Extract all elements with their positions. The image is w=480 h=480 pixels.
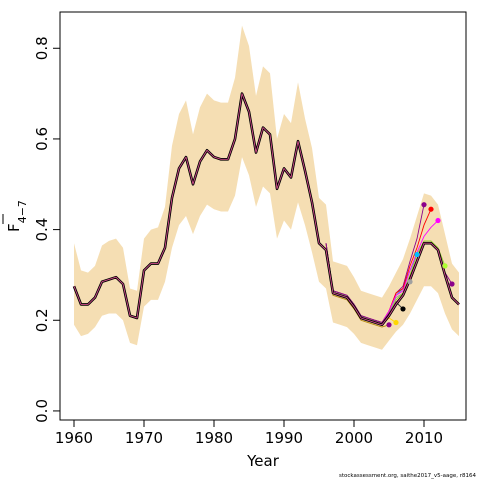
y-axis-label: F4−7 xyxy=(2,200,29,232)
retro-point-2006 xyxy=(393,319,399,326)
retro-point-2014 xyxy=(449,281,455,287)
retro-point-2010 xyxy=(421,202,427,208)
x-tick-label-1960: 1960 xyxy=(55,429,93,447)
y-tick-label-0: 0.0 xyxy=(33,399,51,423)
svg-text:F4−7: F4−7 xyxy=(5,200,29,232)
confidence-band xyxy=(74,25,459,350)
retro-point-2012 xyxy=(435,217,441,224)
y-axis-label-sub: 4−7 xyxy=(16,200,29,223)
retro-point-2007 xyxy=(400,306,406,312)
retro-point-2008 xyxy=(407,279,413,285)
x-tick-label-2010: 2010 xyxy=(405,429,443,447)
x-axis-label: Year xyxy=(246,452,280,470)
x-tick-label-1990: 1990 xyxy=(265,429,303,447)
y-tick-label-4: 0.8 xyxy=(33,36,51,60)
x-axis: 1960 1970 1980 1990 2000 2010 xyxy=(55,419,443,447)
retro-point-2005 xyxy=(386,322,392,328)
retro-point-2009 xyxy=(414,251,420,258)
x-tick-label-1970: 1970 xyxy=(125,429,163,447)
retro-point-2013 xyxy=(442,263,448,269)
x-tick-label-2000: 2000 xyxy=(335,429,373,447)
y-tick-label-3: 0.6 xyxy=(33,127,51,151)
y-axis: 0.0 0.2 0.4 0.6 0.8 xyxy=(33,36,60,423)
y-tick-label-1: 0.2 xyxy=(33,308,51,332)
retro-point-2011 xyxy=(428,206,434,212)
plot-area xyxy=(72,25,460,350)
x-tick-label-1980: 1980 xyxy=(195,429,233,447)
footnote: stockassessment.org, saithe2017_v5-aage,… xyxy=(339,473,477,479)
y-axis-label-main: F xyxy=(5,223,23,232)
y-tick-label-2: 0.4 xyxy=(33,218,51,242)
estimate-line-inner xyxy=(73,93,460,326)
